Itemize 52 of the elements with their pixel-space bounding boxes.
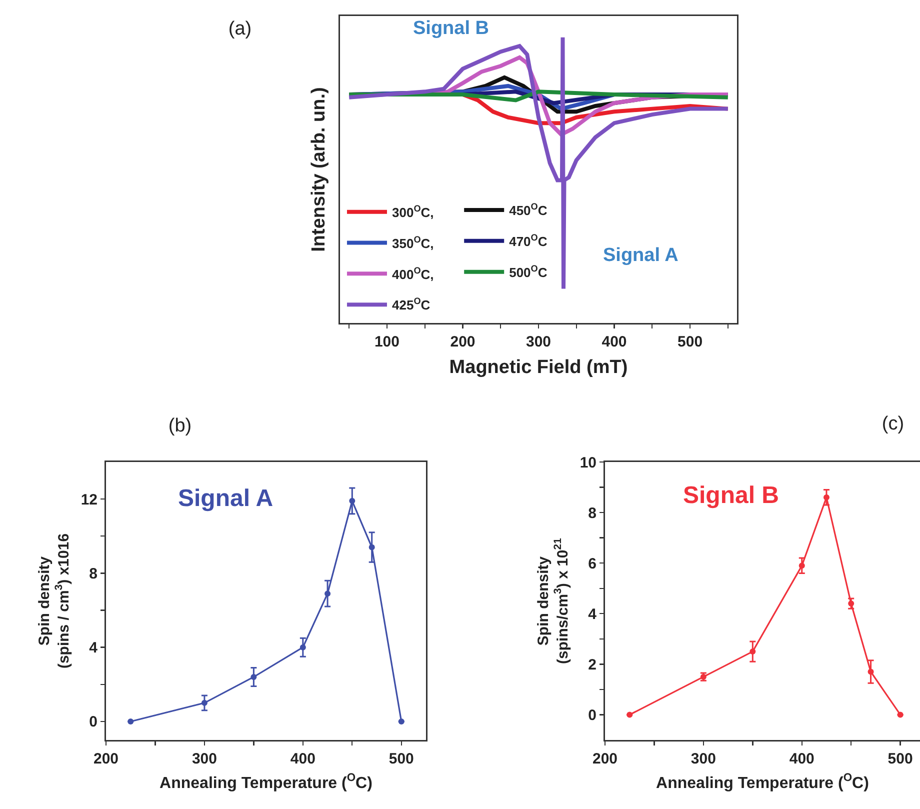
x-tick-label: 400 <box>602 334 627 350</box>
legend-label: 425$^{O}$C <box>392 296 431 313</box>
point <box>750 648 756 655</box>
point <box>368 544 375 550</box>
legend-label: 350$^{O}$C, <box>392 234 434 251</box>
legend-label: 300$^{O}$C, <box>392 203 434 220</box>
y-tick-label: 12 <box>80 491 98 508</box>
x-tick-label: 100 <box>374 334 400 350</box>
x-tick-label: 500 <box>678 334 703 350</box>
y-tick-label: 0 <box>588 706 596 724</box>
point <box>823 494 830 500</box>
annotation: Signal B <box>683 482 780 509</box>
x-tick-label: 300 <box>690 750 716 768</box>
y-tick-label: 10 <box>580 454 596 472</box>
legend-label: 470$^{O}$C <box>509 232 548 249</box>
x-axis-title: Annealing Temperature ($^{O}$C) <box>656 772 869 792</box>
x-tick-label: 200 <box>93 750 119 768</box>
annotation: Signal A <box>178 485 274 512</box>
legend-label: 400$^{O}$C, <box>392 265 434 282</box>
annotation: Signal B <box>413 18 490 39</box>
x-tick-label: 300 <box>526 334 552 350</box>
chart-title: (a) <box>228 18 252 40</box>
annotation: Signal A <box>603 245 679 266</box>
chart-title: (c) <box>882 414 904 435</box>
y-tick-label: 4 <box>89 640 98 657</box>
point <box>324 590 331 597</box>
point <box>349 498 356 504</box>
x-axis-title: Annealing Temperature ($^{O}$C) <box>160 772 372 792</box>
point <box>201 700 208 706</box>
y-axis-title: Intensity (arb. un.) <box>308 87 330 252</box>
legend-label: 450$^{O}$C <box>509 202 548 218</box>
x-tick-label: 400 <box>789 750 814 768</box>
y-tick-label: 8 <box>588 504 596 522</box>
x-tick-label: 300 <box>192 750 217 768</box>
legend-label: 500$^{O}$C <box>509 263 548 280</box>
point <box>250 674 257 680</box>
x-tick-label: 500 <box>388 750 414 768</box>
x-tick-label: 200 <box>592 750 618 768</box>
point <box>848 600 854 607</box>
point <box>868 668 874 675</box>
y-tick-label: 8 <box>89 565 98 582</box>
point <box>798 562 805 569</box>
y-tick-label: 0 <box>89 714 98 731</box>
y-tick-label: 2 <box>588 656 596 674</box>
y-tick-label: 6 <box>588 555 596 572</box>
x-tick-label: 500 <box>888 750 913 768</box>
chart-title: (b) <box>168 416 192 437</box>
y-tick-label: 4 <box>588 606 598 623</box>
point <box>300 644 306 650</box>
x-tick-label: 200 <box>450 334 476 350</box>
x-tick-label: 400 <box>290 750 316 768</box>
x-axis-title: Magnetic Field (mT) <box>449 357 628 378</box>
